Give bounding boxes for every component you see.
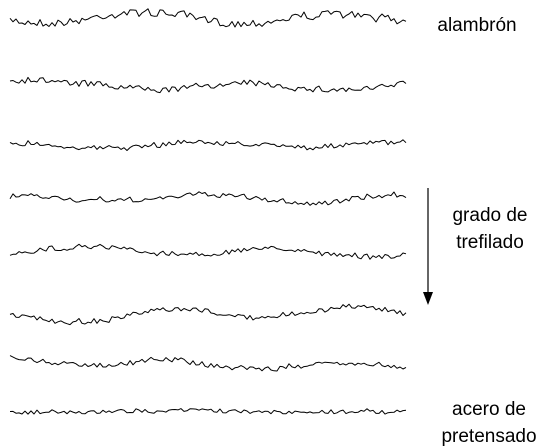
crack-profile <box>9 139 407 151</box>
crack-profile <box>9 408 407 415</box>
middle-label-line2: trefilado <box>456 232 524 253</box>
bottom-label-line1: acero de <box>452 399 526 420</box>
crack-profile <box>9 8 407 28</box>
bottom-label-line2: pretensado <box>441 426 536 447</box>
crack-profile <box>9 303 407 326</box>
crack-profile <box>9 76 407 94</box>
crack-profile <box>9 355 407 372</box>
crack-profile <box>9 191 407 206</box>
arrow-head <box>423 292 433 305</box>
crack-profile <box>9 243 407 260</box>
top-label: alambrón <box>437 15 516 36</box>
profiles <box>9 8 407 415</box>
middle-label-line1: grado de <box>452 205 527 226</box>
